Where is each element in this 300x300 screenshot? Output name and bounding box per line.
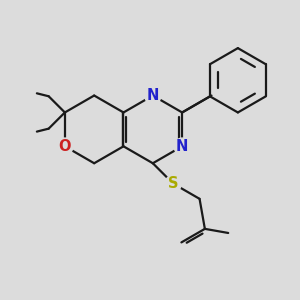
Text: S: S bbox=[168, 176, 178, 191]
Circle shape bbox=[165, 176, 181, 192]
Circle shape bbox=[57, 138, 73, 154]
Text: O: O bbox=[58, 139, 71, 154]
Circle shape bbox=[145, 87, 161, 104]
Circle shape bbox=[174, 138, 190, 154]
Text: N: N bbox=[176, 139, 188, 154]
Text: N: N bbox=[147, 88, 159, 103]
